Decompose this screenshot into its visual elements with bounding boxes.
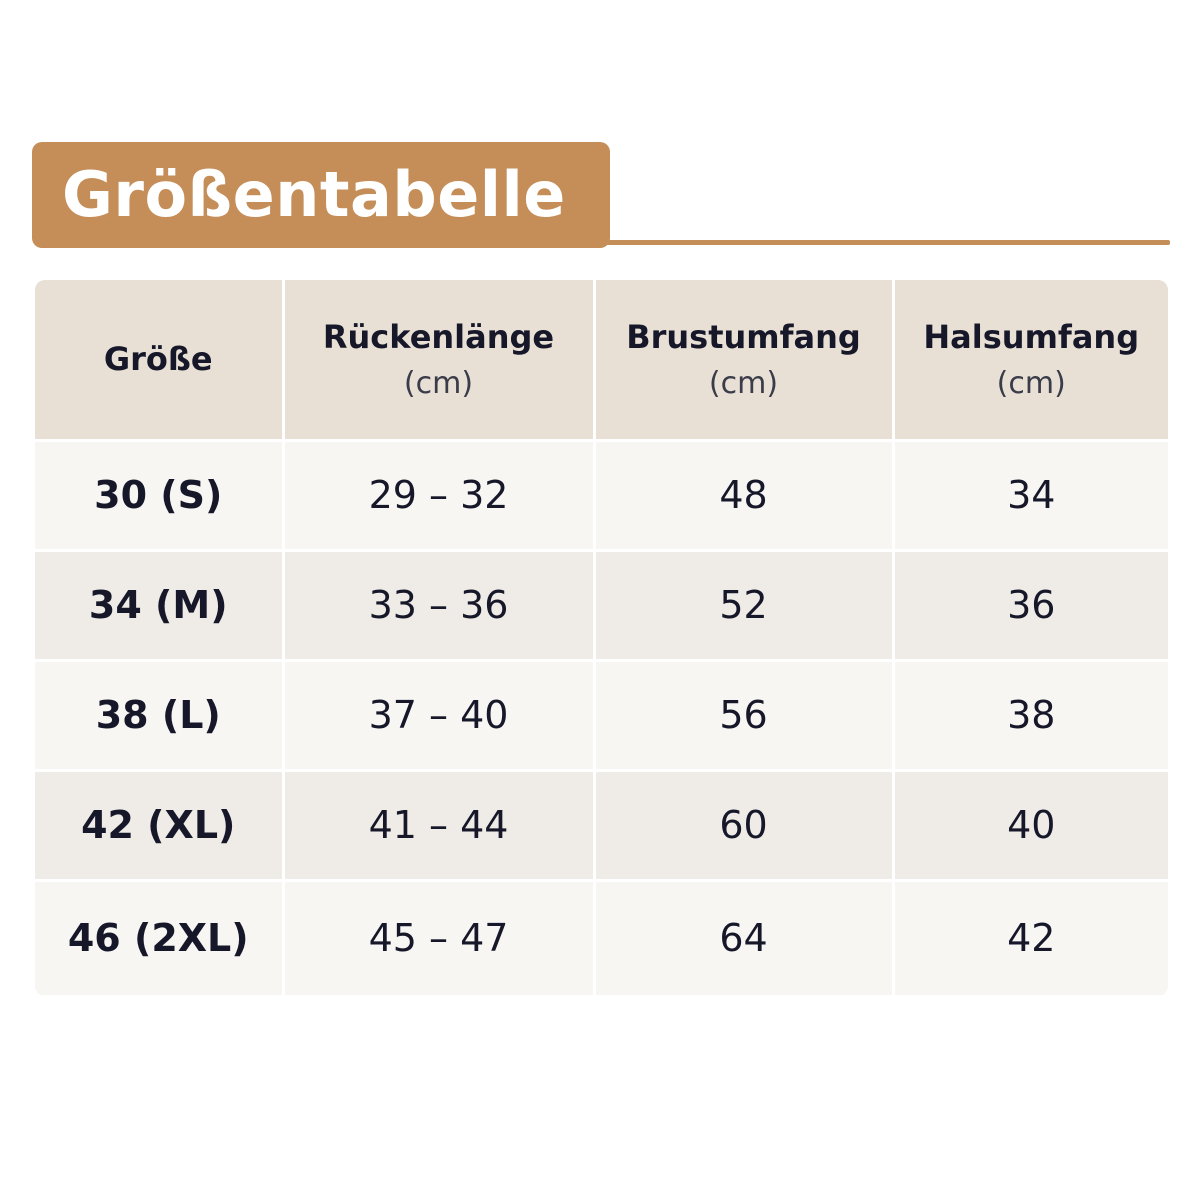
value-cell: 34 bbox=[894, 441, 1168, 549]
value-cell: 52 bbox=[595, 551, 892, 659]
value-cell: 37 – 40 bbox=[284, 661, 593, 769]
column-name: Rückenlänge bbox=[322, 317, 555, 356]
column-name: Halsumfang bbox=[923, 317, 1140, 356]
title: Größentabelle bbox=[62, 158, 566, 231]
size-cell: 30 (S) bbox=[35, 441, 282, 549]
value-cell: 48 bbox=[595, 441, 892, 549]
value-cell: 56 bbox=[595, 661, 892, 769]
size-cell: 34 (M) bbox=[35, 551, 282, 659]
header-cell: Rückenlänge (cm) bbox=[284, 280, 593, 439]
value-cell: 41 – 44 bbox=[284, 771, 593, 879]
column-unit: (cm) bbox=[996, 365, 1066, 401]
header-cell: Brustumfang (cm) bbox=[595, 280, 892, 439]
title-rule bbox=[600, 240, 1170, 245]
value-cell: 38 bbox=[894, 661, 1168, 769]
title-tab: Größentabelle bbox=[32, 142, 610, 248]
value-cell: 36 bbox=[894, 551, 1168, 659]
size-table: Größe Rückenlänge (cm) Brustumfang (cm) Halsu… bbox=[35, 280, 1168, 996]
size-cell: 46 (2XL) bbox=[35, 881, 282, 995]
value-cell: 45 – 47 bbox=[284, 881, 593, 995]
column-unit: (cm) bbox=[708, 365, 779, 401]
value-cell: 33 – 36 bbox=[284, 551, 593, 659]
size-cell: 38 (L) bbox=[35, 661, 282, 769]
value-cell: 60 bbox=[595, 771, 892, 879]
value-cell: 40 bbox=[894, 771, 1168, 879]
column-name: Größe bbox=[103, 340, 213, 379]
value-cell: 42 bbox=[894, 881, 1168, 995]
column-unit: (cm) bbox=[403, 365, 474, 401]
column-name: Brustumfang bbox=[626, 317, 861, 356]
value-cell: 64 bbox=[595, 881, 892, 995]
value-cell: 29 – 32 bbox=[284, 441, 593, 549]
header-cell: Halsumfang (cm) bbox=[894, 280, 1168, 439]
header-cell: Größe bbox=[35, 280, 282, 439]
size-cell: 42 (XL) bbox=[35, 771, 282, 879]
